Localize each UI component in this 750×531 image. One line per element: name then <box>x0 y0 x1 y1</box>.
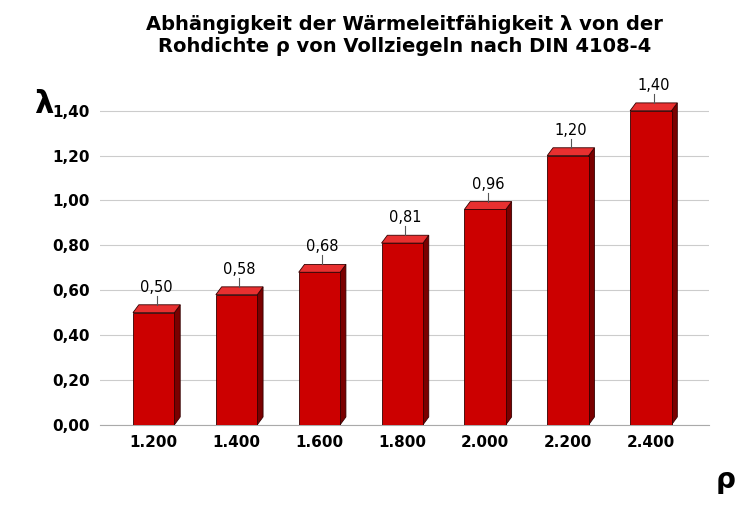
Polygon shape <box>589 148 595 425</box>
Polygon shape <box>506 202 512 425</box>
Polygon shape <box>548 148 595 156</box>
Text: 0,50: 0,50 <box>140 280 173 295</box>
FancyBboxPatch shape <box>464 209 506 425</box>
Polygon shape <box>133 305 180 313</box>
Title: Abhängigkeit der Wärmeleitfähigkeit λ von der
Rohdichte ρ von Vollziegeln nach D: Abhängigkeit der Wärmeleitfähigkeit λ vo… <box>146 15 663 56</box>
Polygon shape <box>340 264 346 425</box>
Text: 1,40: 1,40 <box>638 78 670 93</box>
Text: ρ: ρ <box>716 466 735 494</box>
Polygon shape <box>671 103 677 425</box>
FancyBboxPatch shape <box>133 313 175 425</box>
Text: λ: λ <box>34 90 53 119</box>
FancyBboxPatch shape <box>630 111 671 425</box>
Text: 0,96: 0,96 <box>472 176 504 192</box>
Polygon shape <box>464 202 512 209</box>
FancyBboxPatch shape <box>382 243 423 425</box>
Polygon shape <box>216 287 263 295</box>
Polygon shape <box>298 264 346 272</box>
Polygon shape <box>382 235 429 243</box>
Polygon shape <box>175 305 180 425</box>
FancyBboxPatch shape <box>216 295 257 425</box>
Text: 0,58: 0,58 <box>224 262 256 277</box>
Polygon shape <box>630 103 677 111</box>
FancyBboxPatch shape <box>298 272 340 425</box>
Polygon shape <box>257 287 263 425</box>
Text: 0,68: 0,68 <box>306 239 338 254</box>
Text: 0,81: 0,81 <box>389 210 422 225</box>
Text: 1,20: 1,20 <box>554 123 587 138</box>
Polygon shape <box>423 235 429 425</box>
FancyBboxPatch shape <box>548 156 589 425</box>
